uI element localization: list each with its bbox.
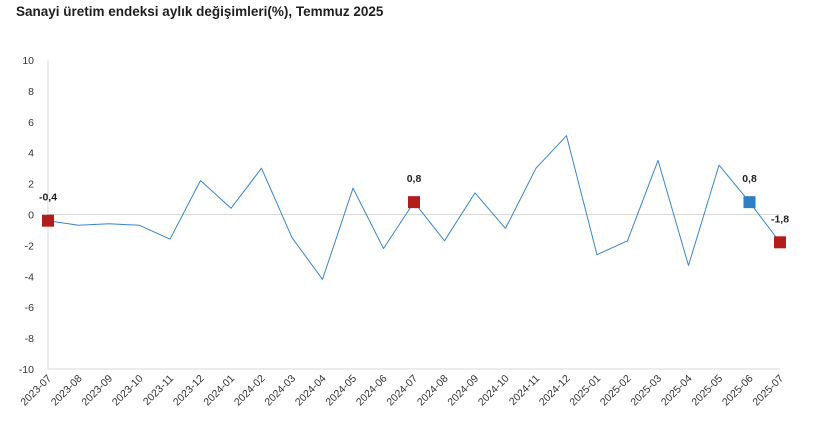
y-tick-label: 6 (28, 117, 34, 129)
y-tick-label: -6 (25, 302, 34, 314)
x-tick-label: 2024-06 (354, 373, 390, 409)
y-tick-label: -8 (25, 333, 34, 345)
x-tick-label: 2024-01 (201, 373, 237, 409)
x-axis: 2023-072023-082023-092023-102023-112023-… (18, 368, 786, 409)
y-tick-label: -10 (19, 364, 34, 376)
x-tick-label: 2023-08 (49, 373, 85, 409)
x-tick-label: 2025-04 (659, 373, 695, 409)
x-tick-label: 2025-06 (720, 373, 756, 409)
x-tick-label: 2024-11 (507, 373, 542, 408)
x-tick-label: 2025-05 (689, 373, 725, 409)
y-tick-label: 2 (28, 179, 34, 191)
data-label: -0,4 (39, 192, 57, 204)
x-tick-label: 2023-07 (18, 373, 54, 409)
x-tick-label: 2024-07 (384, 373, 420, 409)
x-tick-label: 2024-09 (445, 373, 481, 409)
y-axis: 10 8 6 4 2 0 -2 -4 -6 -8 -10 (19, 55, 780, 376)
x-tick-label: 2023-09 (79, 373, 115, 409)
y-tick-label: 10 (22, 55, 34, 67)
x-tick-label: 2023-11 (141, 373, 176, 408)
data-label: -1,8 (771, 213, 789, 225)
x-tick-label: 2024-04 (293, 373, 329, 409)
x-tick-label: 2024-12 (537, 373, 573, 409)
y-tick-label: -2 (25, 240, 34, 252)
y-tick-label: -4 (25, 271, 34, 283)
x-tick-label: 2023-12 (171, 373, 207, 409)
x-tick-label: 2024-05 (323, 373, 359, 409)
x-tick-label: 2025-07 (750, 373, 786, 409)
highlight-marker (42, 214, 54, 227)
x-tick-label: 2024-10 (476, 373, 512, 409)
x-tick-label: 2024-03 (262, 373, 298, 409)
x-tick-label: 2025-02 (598, 373, 634, 409)
x-tick-label: 2025-01 (567, 373, 603, 409)
x-tick-label: 2025-03 (628, 373, 664, 409)
highlight-marker (774, 236, 786, 249)
highlight-marker (408, 196, 420, 209)
markers-layer: -0,4 0,8 0,8 -1,8 (39, 173, 789, 249)
x-tick-label: 2024-08 (415, 373, 451, 409)
x-tick-label: 2023-10 (110, 373, 146, 409)
y-tick-label: 4 (28, 148, 34, 160)
x-tick-label: 2024-02 (232, 373, 268, 409)
data-label: 0,8 (742, 173, 757, 185)
chart-title: Sanayi üretim endeksi aylık değişimleri(… (16, 4, 384, 19)
highlight-marker (743, 196, 756, 209)
data-label: 0,8 (407, 173, 422, 185)
y-tick-label: 0 (28, 210, 34, 222)
y-tick-label: 8 (28, 86, 34, 98)
